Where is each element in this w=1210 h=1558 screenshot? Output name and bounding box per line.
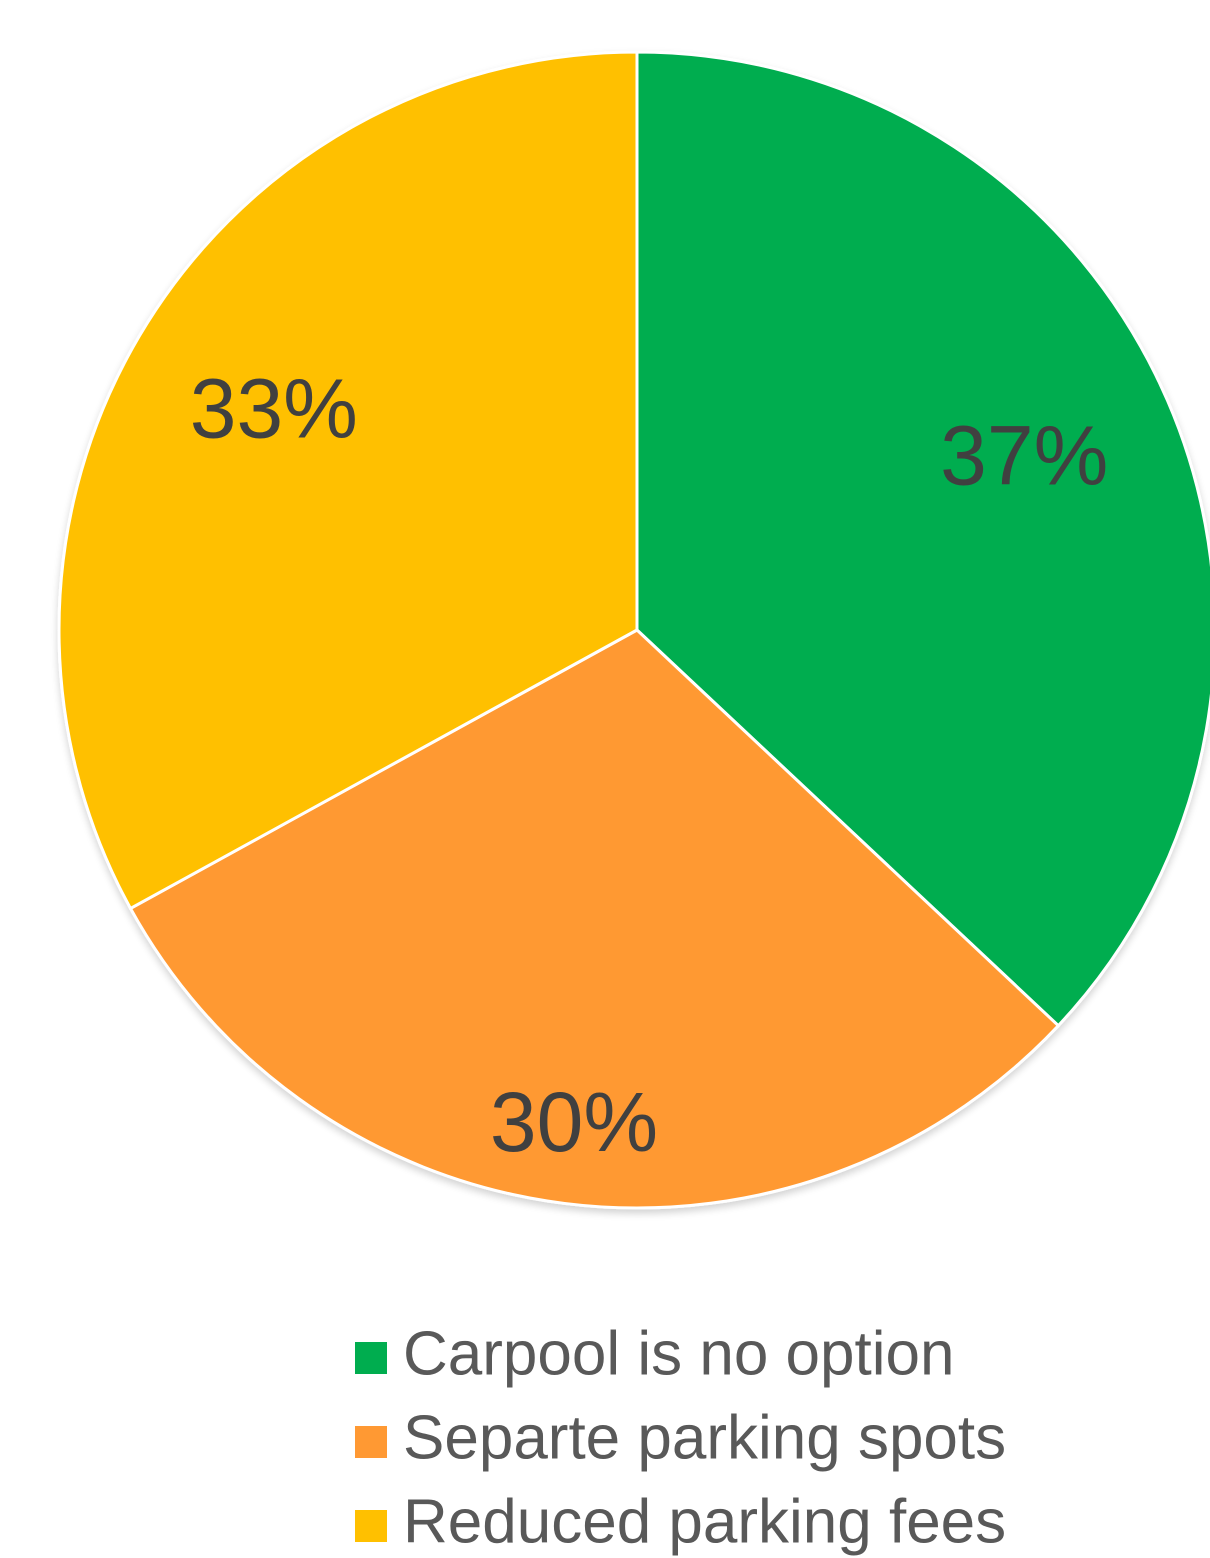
pie-data-labels: 37% 30% 33% (190, 361, 1109, 1169)
pie-slice-3 (57, 50, 639, 910)
legend-swatch-1 (355, 1342, 387, 1374)
data-label-3: 33% (190, 361, 358, 455)
legend-item-3: Reduced parking fees (355, 1487, 1006, 1556)
data-label-2: 30% (490, 1075, 658, 1169)
data-label-1: 37% (940, 409, 1108, 503)
legend-label-2: Separte parking spots (403, 1403, 1006, 1472)
pie-slice-1 (635, 50, 1210, 1028)
legend-label-3: Reduced parking fees (403, 1487, 1006, 1556)
legend: Carpool is no option Separte parking spot… (355, 1319, 1006, 1556)
legend-swatch-3 (355, 1510, 387, 1542)
pie-slices (57, 50, 1210, 1210)
legend-label-1: Carpool is no option (403, 1319, 954, 1388)
legend-swatch-2 (355, 1426, 387, 1458)
pie-slice-2 (128, 628, 1060, 1210)
legend-item-2: Separte parking spots (355, 1403, 1006, 1472)
legend-item-1: Carpool is no option (355, 1319, 954, 1388)
